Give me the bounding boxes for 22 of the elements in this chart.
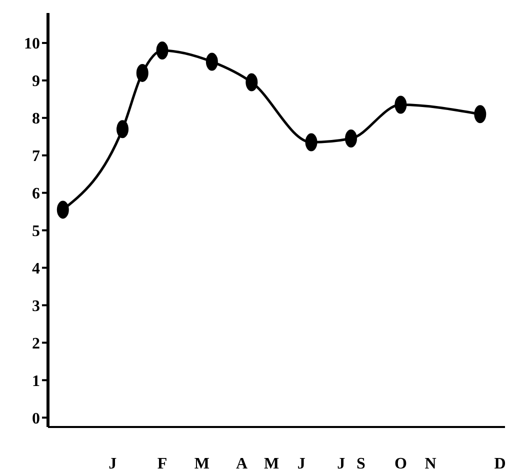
- y-tick-label: 6: [32, 186, 40, 203]
- y-tick-label: 0: [32, 410, 40, 428]
- x-tick-label: O: [394, 455, 407, 472]
- y-tick-label: 4: [32, 260, 40, 278]
- x-tick-label: D: [494, 455, 506, 472]
- y-tick-label: 8: [32, 110, 40, 128]
- y-tick-label: 7: [32, 148, 40, 166]
- x-tick-label: J: [337, 455, 346, 472]
- x-tick-label: F: [157, 455, 168, 472]
- x-tick-label: J: [297, 455, 306, 472]
- x-tick-label: S: [356, 455, 366, 472]
- x-tick-label: M: [264, 455, 280, 472]
- y-tick-label: 1: [32, 372, 40, 390]
- x-tick-label: M: [194, 455, 210, 472]
- x-tick-label: J: [108, 455, 117, 472]
- x-tick-label: A: [236, 455, 248, 472]
- y-tick-label: 2: [32, 335, 40, 352]
- y-tick-label: 10: [24, 36, 40, 53]
- y-tick-label: 3: [32, 298, 40, 315]
- y-tick-label: 9: [32, 73, 40, 90]
- y-tick-label: 5: [32, 222, 40, 240]
- x-tick-label: N: [424, 455, 437, 472]
